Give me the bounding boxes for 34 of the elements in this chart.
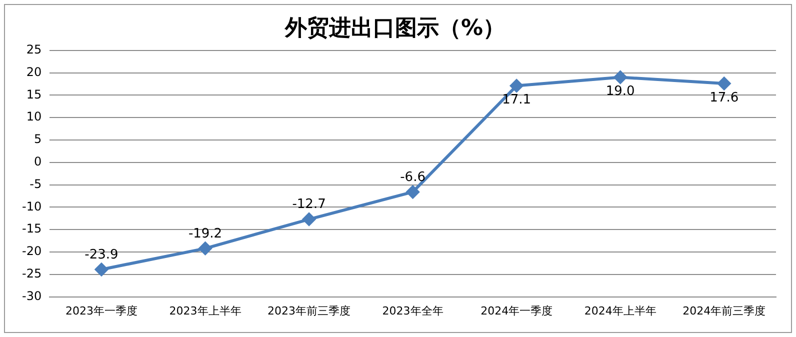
y-tick-label: -15 [22,222,42,236]
y-tick-label: -25 [22,266,42,281]
x-tick-label: 2023年上半年 [169,304,242,318]
y-tick-label: 25 [26,42,42,57]
data-label: 17.1 [502,92,532,108]
point [406,185,420,198]
data-label: 17.6 [710,90,739,106]
point [302,212,316,226]
y-tick-label: 20 [26,64,42,79]
data-label: 19.0 [606,84,635,100]
chart-title: 外贸进出口图示（%） [284,16,506,41]
x-tick-label: 2024年前三季度 [682,304,766,318]
x-tick-label: 2024年一季度 [480,304,553,318]
x-tick-label: 2024年上半年 [584,304,656,318]
y-tick-label: 0 [34,154,42,169]
y-tick-label: -10 [22,199,42,214]
y-tick-label: 10 [26,110,42,124]
data-label: -23.9 [84,247,118,262]
x-tick-label: 2023年全年 [382,304,444,318]
y-tick-label: 5 [34,132,42,146]
point [198,242,212,255]
y-tick-label: 15 [26,87,42,102]
y-tick-label: -5 [30,176,42,191]
data-label: -6.6 [400,170,426,185]
point [614,70,627,84]
y-tick-label: -30 [22,288,42,303]
data-label: -19.2 [188,226,222,242]
point [94,262,108,276]
point [718,77,731,90]
data-label: -12.7 [292,197,326,212]
x-tick-label: 2023年前三季度 [268,304,351,318]
y-tick-label: -20 [22,244,42,258]
x-tick-label: 2023年一季度 [65,304,138,318]
point [510,79,524,92]
